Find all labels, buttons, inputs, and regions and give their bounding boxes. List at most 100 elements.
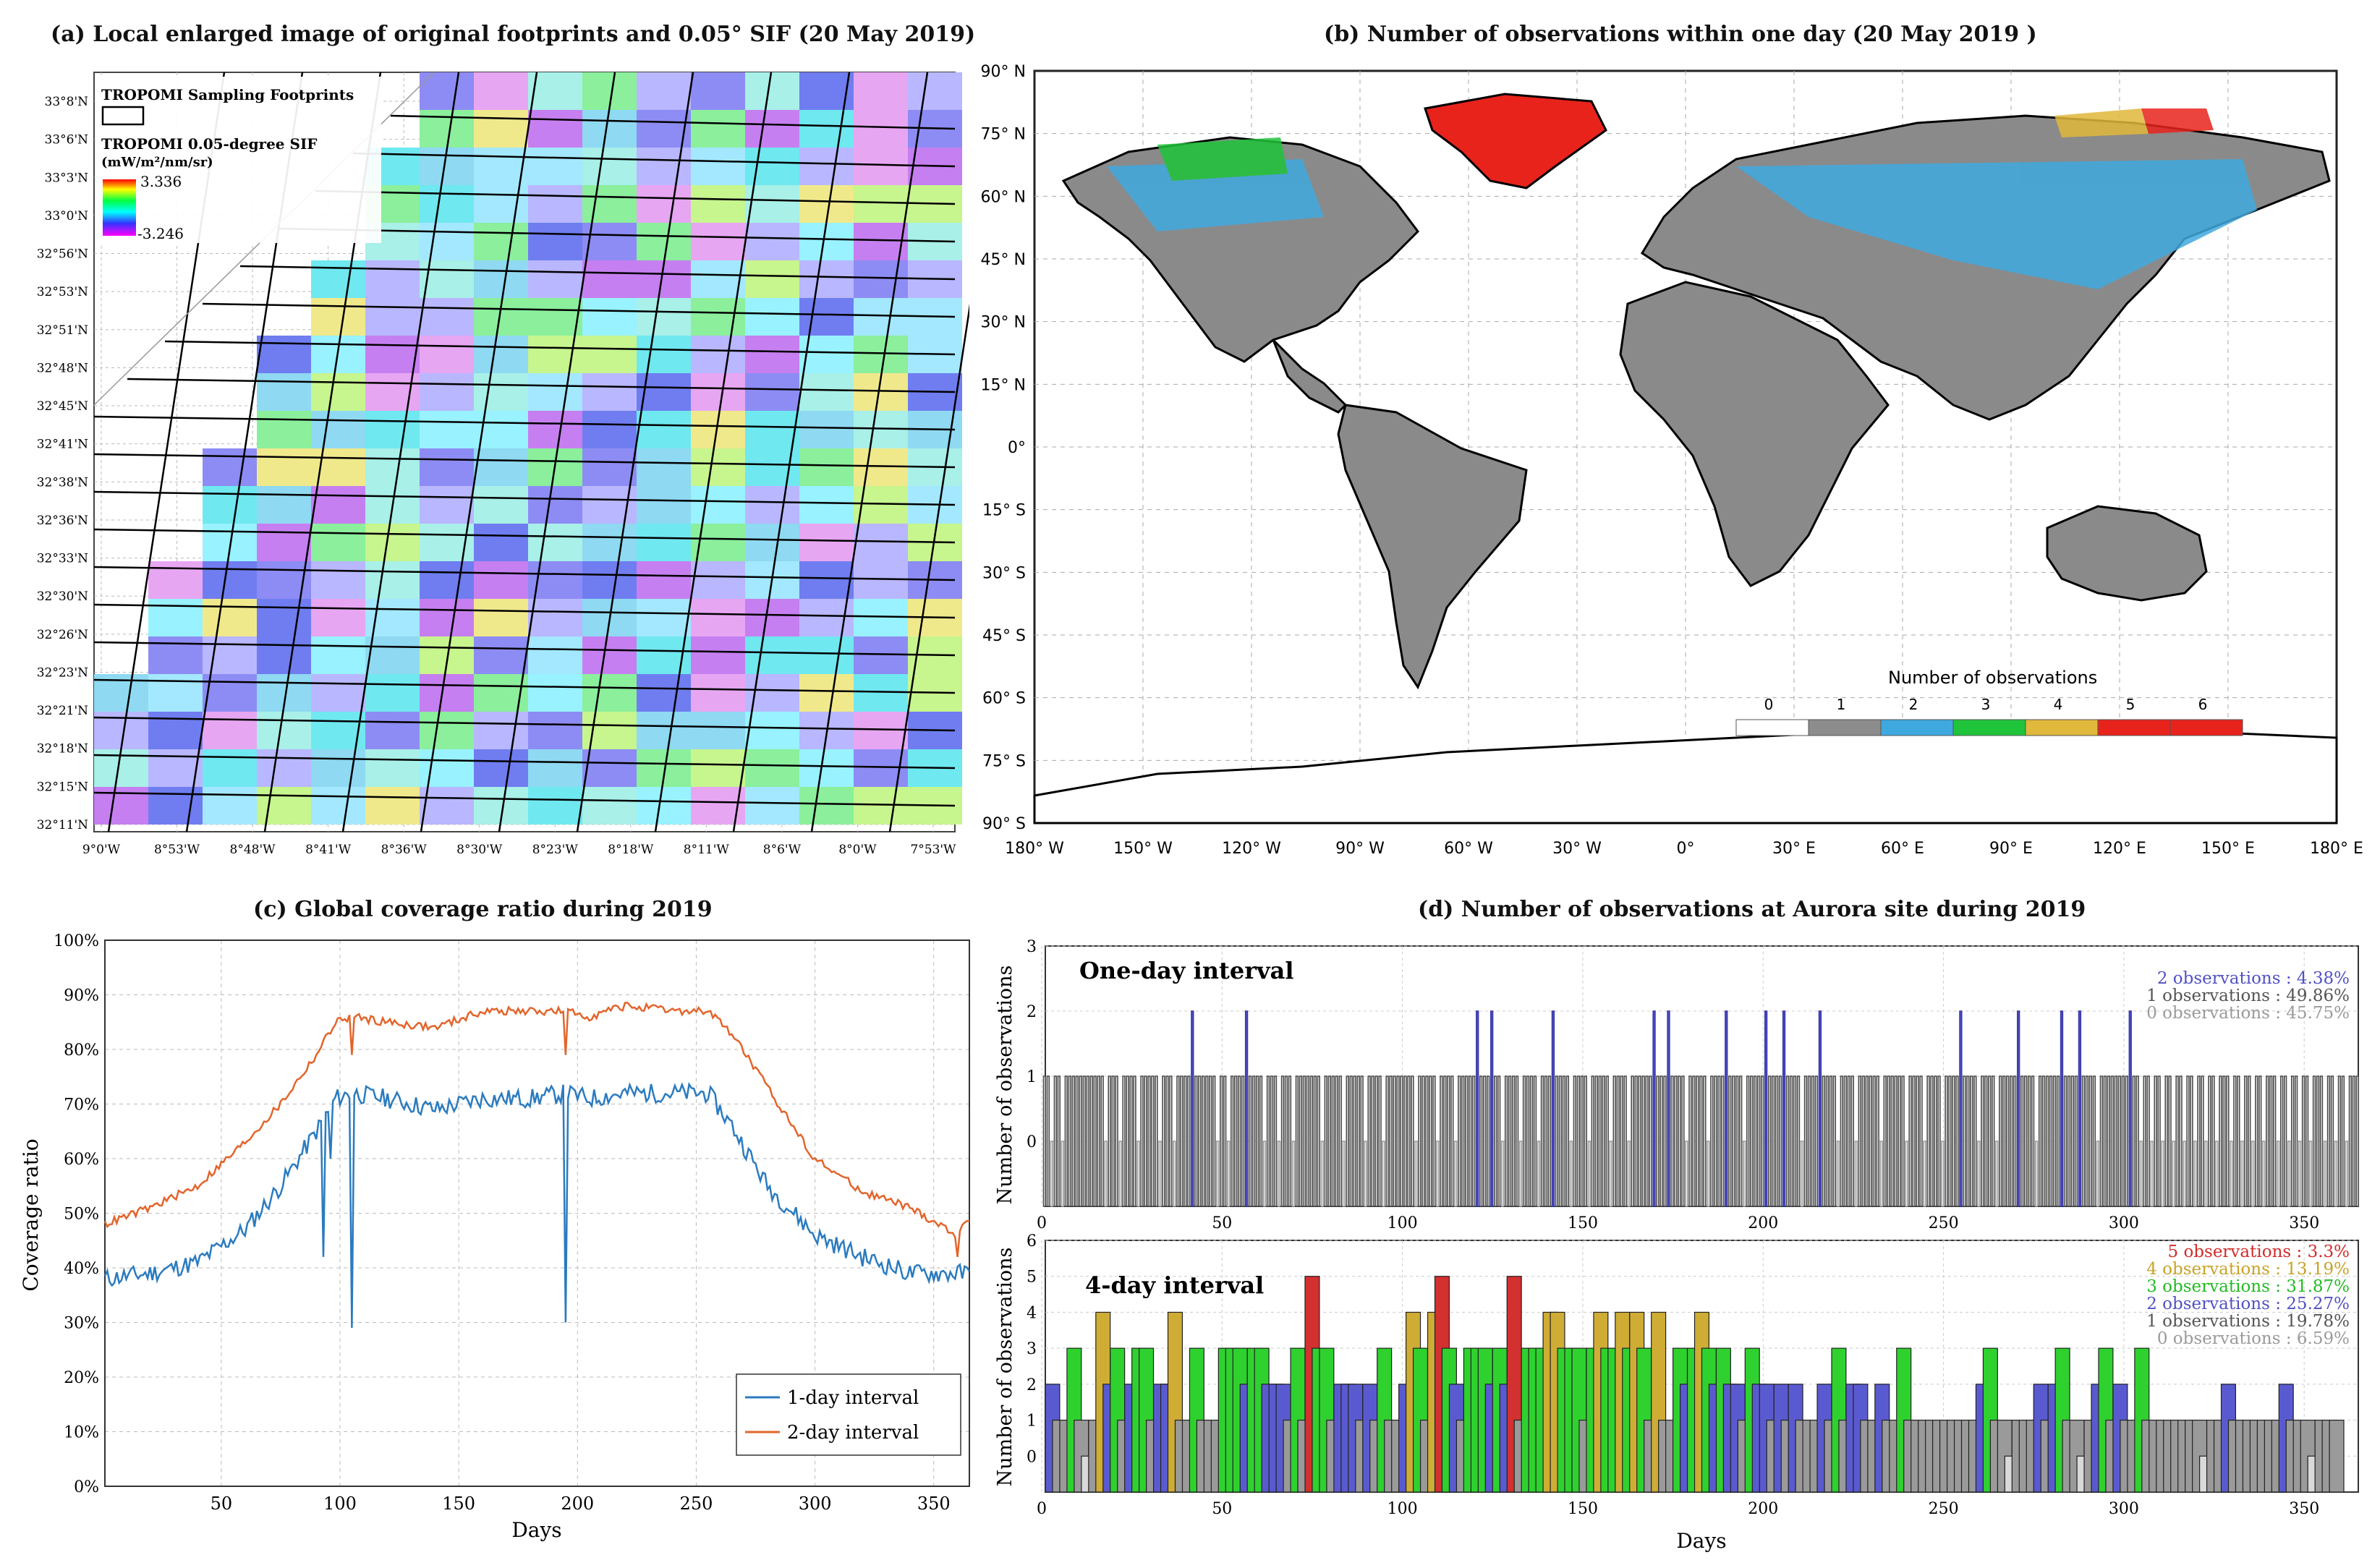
bin-bar — [1975, 1384, 1991, 1493]
sif-cell — [474, 486, 528, 524]
bin-bar — [1146, 1419, 1162, 1493]
bin-bar — [1918, 1419, 1934, 1493]
obs-bar — [1865, 1075, 1869, 1207]
bin-bar — [2033, 1384, 2049, 1493]
obs-bar — [2088, 1075, 2093, 1207]
sif-cell — [799, 524, 854, 561]
y-tick-label: 32°23'N — [37, 665, 88, 680]
bin-bar — [1297, 1419, 1313, 1493]
sif-cell — [799, 561, 854, 599]
lat-tick-label: 75° N — [981, 126, 1026, 144]
obs-bar — [1955, 1075, 1959, 1207]
sif-cell — [311, 787, 365, 825]
sif-cell — [582, 260, 637, 298]
sif-cell — [474, 336, 528, 373]
sif-cell — [365, 411, 420, 448]
obs-bar — [1573, 1075, 1577, 1207]
sif-cell — [799, 636, 854, 674]
footprint-edge — [93, 716, 956, 732]
sif-cell — [528, 148, 582, 185]
sif-cell — [637, 561, 691, 599]
obs-bar — [1302, 1075, 1306, 1207]
x-tick-label: 8°6'W — [763, 843, 802, 857]
sif-cell — [474, 223, 528, 260]
obs-bar — [1262, 1141, 1267, 1207]
sif-cell — [582, 636, 637, 674]
four-day-frame — [1045, 1240, 2359, 1493]
bin-bar — [1722, 1384, 1738, 1493]
obs-bar — [2179, 1075, 2183, 1207]
obs-bar — [1115, 1075, 1118, 1207]
obs-bar — [1378, 1075, 1382, 1207]
obs-bar — [1169, 1075, 1173, 1207]
y-tick-label: 90% — [64, 987, 99, 1005]
x-tick-label: 8°48'W — [230, 843, 276, 857]
obs-bar — [2266, 1075, 2269, 1207]
obs-bar — [2219, 1075, 2222, 1207]
sif-cell — [420, 223, 474, 260]
obs-bar — [1320, 1141, 1324, 1207]
colorbar-max-label: 3.336 — [140, 173, 182, 190]
y-tick-label: 0 — [1027, 1133, 1037, 1151]
y-axis-label: Coverage ratio — [19, 1138, 43, 1291]
bin-bar — [1377, 1347, 1393, 1493]
bin-bar — [1131, 1347, 1147, 1493]
sif-cell — [474, 599, 528, 636]
y-tick-label: 2 — [1027, 1003, 1037, 1021]
bin-bar — [2249, 1419, 2265, 1493]
bin-bar — [1362, 1384, 1378, 1493]
obs-bar — [1205, 1075, 1209, 1207]
x-tick-label: 8°36'W — [381, 843, 428, 857]
obs-legend-label: 4 — [2054, 696, 2063, 713]
sif-cell — [745, 486, 799, 524]
bin-bar — [1246, 1347, 1262, 1493]
obs-bar — [1097, 1075, 1100, 1207]
sif-cell — [528, 636, 582, 674]
obs-bar — [1057, 1075, 1061, 1207]
obs-bar — [1620, 1075, 1623, 1207]
y-tick-label: 70% — [64, 1096, 99, 1115]
sif-cell — [908, 72, 962, 110]
x-tick-label: 8°53'W — [154, 843, 200, 857]
footprint-edge — [888, 303, 969, 832]
sif-cell — [528, 674, 582, 712]
obs-bar — [2010, 1075, 2013, 1207]
sif-cell — [854, 298, 908, 336]
bin-bar — [1139, 1347, 1155, 1493]
obs-bar — [1385, 1075, 1389, 1207]
obs-bar — [1233, 1075, 1238, 1207]
obs-bar — [1699, 1075, 1703, 1207]
obs-bar — [1140, 1075, 1144, 1207]
obs-bar — [1089, 1075, 1093, 1207]
obs-bar — [1901, 1075, 1905, 1207]
obs-bar — [1785, 1075, 1790, 1207]
x-tick-label: 250 — [1929, 1214, 1959, 1232]
obs-bar — [1147, 1075, 1151, 1207]
obs-bar — [1180, 1075, 1183, 1207]
lat-tick-label: 0° — [1008, 439, 1026, 457]
bin-bar — [1398, 1384, 1414, 1493]
obs-bar — [2233, 1075, 2237, 1207]
bin-bar — [2149, 1419, 2164, 1493]
obs-legend-label: 3 — [1981, 696, 1991, 713]
sif-cell — [637, 336, 691, 373]
obs-bar — [1999, 1075, 2002, 1207]
x-tick-label: 250 — [680, 1494, 713, 1514]
lat-tick-label: 30° N — [981, 314, 1026, 332]
sif-cell — [582, 373, 637, 411]
obs-bar — [1202, 1075, 1205, 1207]
series-line-1day — [103, 1082, 971, 1329]
sif-cell — [691, 486, 745, 524]
sif-cell — [203, 561, 257, 599]
y-tick-label: 32°56'N — [37, 247, 88, 262]
legend-entry: 2 observations : 4.38% — [2157, 969, 2350, 988]
obs-bar — [1151, 1075, 1155, 1207]
sif-cell — [474, 561, 528, 599]
sif-cell — [637, 185, 691, 223]
obs-bar — [1919, 1075, 1923, 1207]
bin-bar — [1225, 1347, 1241, 1493]
x-tick-label: 350 — [2289, 1500, 2319, 1518]
y-tick-label: 3 — [1027, 938, 1037, 956]
bin-bar — [1434, 1276, 1450, 1493]
x-tick-label: 8°23'W — [532, 843, 579, 857]
